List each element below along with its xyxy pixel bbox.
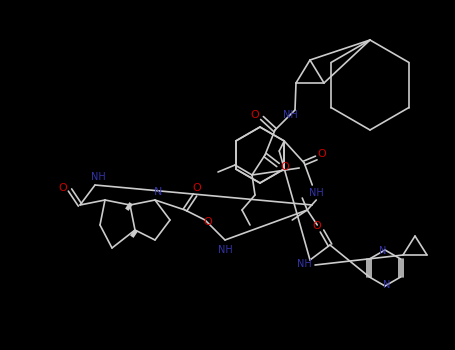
Text: NH: NH <box>91 172 106 182</box>
Text: O: O <box>251 110 259 120</box>
Text: NH: NH <box>297 259 311 269</box>
Text: O: O <box>204 217 212 227</box>
Text: O: O <box>281 162 289 172</box>
Text: N: N <box>154 187 162 197</box>
Text: O: O <box>192 183 202 193</box>
Text: NH: NH <box>309 188 324 198</box>
Text: O: O <box>313 221 321 231</box>
Text: O: O <box>318 149 327 159</box>
Text: N: N <box>383 280 391 290</box>
Text: O: O <box>59 183 67 193</box>
Text: NH: NH <box>283 110 298 120</box>
Text: N: N <box>379 246 387 256</box>
Text: NH: NH <box>217 245 233 255</box>
